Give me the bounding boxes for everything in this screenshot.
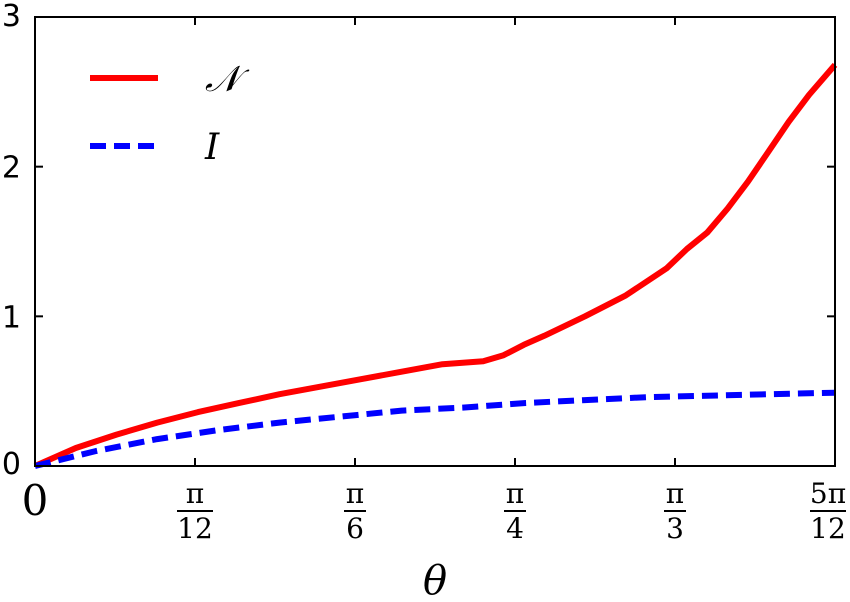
series-line-2 <box>34 389 836 469</box>
x-tick-denominator: 6 <box>346 512 364 545</box>
x-axis-label: θ <box>423 558 447 602</box>
plot-frame <box>34 16 836 467</box>
x-tick-denominator: 3 <box>666 512 684 545</box>
x-tick-label: 0 <box>22 476 49 525</box>
y-tick-label: 0 <box>2 447 21 482</box>
x-tick-numerator: π <box>666 477 684 510</box>
x-tick-fraction: π4 <box>504 477 526 545</box>
x-tick-fraction: π3 <box>664 477 686 545</box>
legend: 𝒩I <box>90 59 250 168</box>
x-tick-numerator: π <box>346 477 364 510</box>
x-tick-denominator: 12 <box>810 512 846 545</box>
x-tick-numerator: π <box>186 477 204 510</box>
x-tick-denominator: 4 <box>506 512 524 545</box>
y-tick-label: 1 <box>2 300 21 335</box>
legend-label-2: I <box>204 127 220 168</box>
x-tick-fraction: π12 <box>177 477 213 545</box>
x-tick-fraction: π6 <box>344 477 366 545</box>
x-tick-denominator: 12 <box>177 512 213 545</box>
y-tick-label: 3 <box>2 0 21 34</box>
y-tick-label: 2 <box>2 151 21 186</box>
x-tick-numerator: π <box>506 477 524 510</box>
plot-area <box>33 62 838 469</box>
legend-label-1: 𝒩 <box>205 59 250 100</box>
series-line-1 <box>33 62 838 469</box>
x-tick-numerator: 5π <box>810 477 846 510</box>
